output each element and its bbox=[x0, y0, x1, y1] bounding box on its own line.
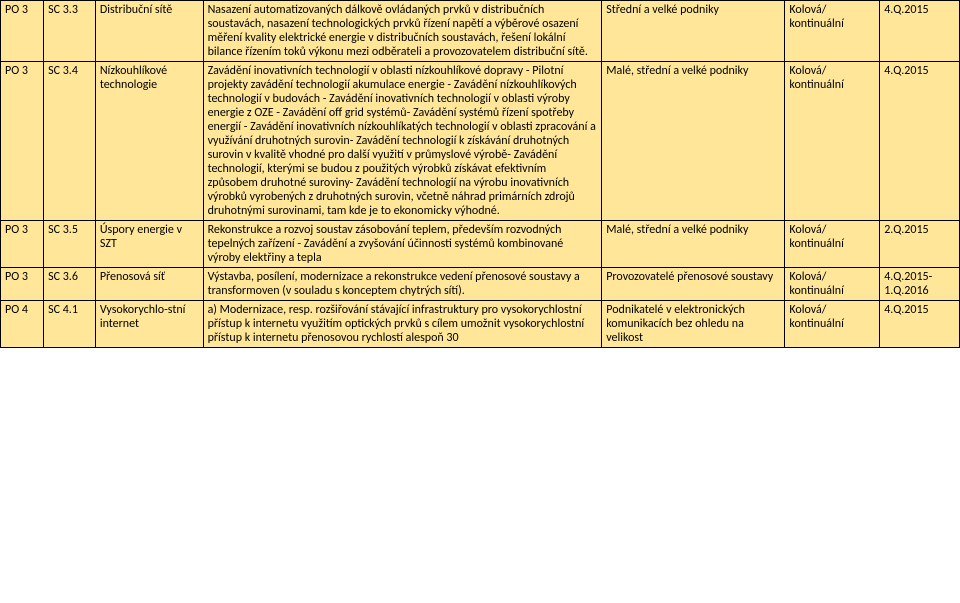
cell-title: Přenosová síť bbox=[95, 268, 203, 301]
table-row: PO 4 SC 4.1 Vysokorychlo-stní internet a… bbox=[1, 301, 960, 348]
table-body: PO 3 SC 3.3 Distribuční sítě Nasazení au… bbox=[1, 1, 960, 348]
funding-table: PO 3 SC 3.3 Distribuční sítě Nasazení au… bbox=[0, 0, 960, 348]
cell-desc: Výstavba, posílení, modernizace a rekons… bbox=[203, 268, 602, 301]
cell-date: 4.Q.2015- 1.Q.2016 bbox=[880, 268, 960, 301]
cell-desc: Rekonstrukce a rozvoj soustav zásobování… bbox=[203, 221, 602, 268]
cell-target: Malé, střední a velké podniky bbox=[602, 62, 785, 221]
table-row: PO 3 SC 3.6 Přenosová síť Výstavba, posí… bbox=[1, 268, 960, 301]
cell-po: PO 3 bbox=[1, 268, 44, 301]
cell-target: Malé, střední a velké podniky bbox=[602, 221, 785, 268]
cell-type: Kolová/ kontinuální bbox=[785, 221, 880, 268]
cell-po: PO 3 bbox=[1, 1, 44, 62]
cell-po: PO 3 bbox=[1, 221, 44, 268]
cell-sc: SC 3.6 bbox=[44, 268, 96, 301]
cell-sc: SC 4.1 bbox=[44, 301, 96, 348]
cell-target: Střední a velké podniky bbox=[602, 1, 785, 62]
cell-date: 4.Q.2015 bbox=[880, 301, 960, 348]
table-row: PO 3 SC 3.3 Distribuční sítě Nasazení au… bbox=[1, 1, 960, 62]
cell-po: PO 4 bbox=[1, 301, 44, 348]
cell-date: 2.Q.2015 bbox=[880, 221, 960, 268]
cell-date: 4.Q.2015 bbox=[880, 62, 960, 221]
cell-po: PO 3 bbox=[1, 62, 44, 221]
cell-target: Podnikatelé v elektronických komunikacíc… bbox=[602, 301, 785, 348]
cell-desc: Nasazení automatizovaných dálkově ovláda… bbox=[203, 1, 602, 62]
cell-type: Kolová/ kontinuální bbox=[785, 62, 880, 221]
cell-title: Nízkouhlíkové technologie bbox=[95, 62, 203, 221]
cell-type: Kolová/ kontinuální bbox=[785, 268, 880, 301]
cell-title: Distribuční sítě bbox=[95, 1, 203, 62]
cell-date: 4.Q.2015 bbox=[880, 1, 960, 62]
cell-title: Vysokorychlo-stní internet bbox=[95, 301, 203, 348]
cell-type: Kolová/ kontinuální bbox=[785, 1, 880, 62]
table-row: PO 3 SC 3.5 Úspory energie v SZT Rekonst… bbox=[1, 221, 960, 268]
cell-target: Provozovatelé přenosové soustavy bbox=[602, 268, 785, 301]
cell-type: Kolová/ kontinuální bbox=[785, 301, 880, 348]
cell-sc: SC 3.3 bbox=[44, 1, 96, 62]
cell-sc: SC 3.4 bbox=[44, 62, 96, 221]
cell-desc: Zavádění inovativních technologií v obla… bbox=[203, 62, 602, 221]
table-row: PO 3 SC 3.4 Nízkouhlíkové technologie Za… bbox=[1, 62, 960, 221]
cell-sc: SC 3.5 bbox=[44, 221, 96, 268]
cell-title: Úspory energie v SZT bbox=[95, 221, 203, 268]
cell-desc: a) Modernizace, resp. rozšiřování stávaj… bbox=[203, 301, 602, 348]
